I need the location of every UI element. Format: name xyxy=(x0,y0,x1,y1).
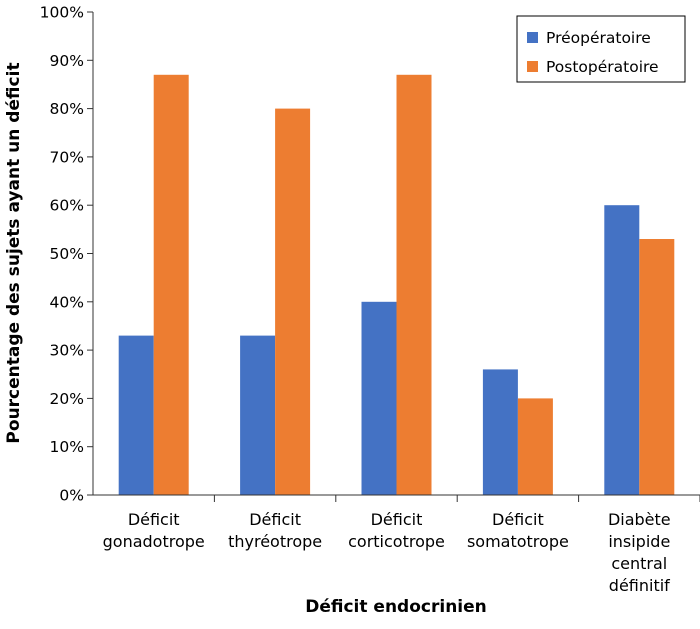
y-tick-label: 90% xyxy=(50,52,84,70)
bar-postoperatoire-5 xyxy=(639,239,675,495)
bar-postoperatoire-2 xyxy=(275,108,311,495)
y-tick-label: 10% xyxy=(50,438,84,456)
legend-label-postoperatoire: Postopératoire xyxy=(546,58,659,76)
bar-preoperatoire-2 xyxy=(240,335,276,495)
x-category-label-line: gonadotrope xyxy=(103,532,205,551)
bar-preoperatoire-1 xyxy=(118,335,154,495)
y-tick-label: 80% xyxy=(50,100,84,118)
y-tick-label: 40% xyxy=(50,293,84,311)
x-category-label-line: Déficit xyxy=(492,510,544,529)
y-tick-label: 50% xyxy=(50,245,84,263)
x-category-label: Déficit thyréotrope xyxy=(228,510,322,551)
x-category-label: Déficit somatotrope xyxy=(467,510,569,551)
legend: Préopératoire Postopératoire xyxy=(516,15,686,83)
x-category-label-line: corticotrope xyxy=(348,532,445,551)
x-category-label: Déficit corticotrope xyxy=(348,510,445,551)
y-tick-label: 70% xyxy=(50,148,84,166)
x-category-label-line: Diabète xyxy=(608,510,671,529)
legend-label-preoperatoire: Préopératoire xyxy=(546,29,651,47)
x-category-label-line: Déficit xyxy=(249,510,301,529)
bars xyxy=(118,74,675,495)
x-axis-title: Déficit endocrinien xyxy=(305,597,487,617)
y-tick-label: 20% xyxy=(50,390,84,408)
bar-postoperatoire-3 xyxy=(396,74,432,495)
x-category-label-line: central xyxy=(611,554,667,573)
bar-preoperatoire-5 xyxy=(604,205,640,495)
bar-postoperatoire-1 xyxy=(153,74,189,495)
y-axis-title: Pourcentage des sujets ayant un déficit xyxy=(4,62,24,443)
x-category-label: Diabète insipide central définitif xyxy=(608,510,671,595)
bar-preoperatoire-4 xyxy=(482,369,518,495)
x-category-label-line: thyréotrope xyxy=(228,532,322,551)
bar-postoperatoire-4 xyxy=(517,398,553,495)
legend-swatch-postoperatoire xyxy=(527,61,538,72)
x-category-label-line: définitif xyxy=(609,576,670,595)
legend-frame xyxy=(516,15,686,83)
y-tick-labels: 0% 10% 20% 30% 40% 50% 60% 70% 80% 90% 100% xyxy=(40,4,84,505)
x-category-label: Déficit gonadotrope xyxy=(103,510,205,551)
x-category-label-line: insipide xyxy=(608,532,670,551)
x-ticks xyxy=(213,495,700,502)
bar-preoperatoire-3 xyxy=(361,301,397,495)
y-ticks xyxy=(87,11,93,496)
legend-swatch-preoperatoire xyxy=(527,32,538,43)
x-category-label-line: Déficit xyxy=(371,510,423,529)
y-tick-label: 30% xyxy=(50,342,84,360)
x-category-label-line: Déficit xyxy=(128,510,180,529)
y-tick-label: 60% xyxy=(50,197,84,215)
x-category-label-line: somatotrope xyxy=(467,532,569,551)
y-tick-label: 100% xyxy=(40,4,84,22)
y-tick-label: 0% xyxy=(59,487,84,505)
